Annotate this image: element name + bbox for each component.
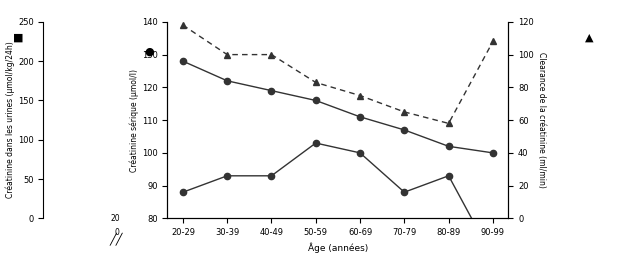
Text: ╱╱: ╱╱ (110, 232, 123, 245)
Text: ■: ■ (14, 32, 24, 43)
Y-axis label: Créatinine sérique (µmol/l): Créatinine sérique (µmol/l) (130, 69, 139, 172)
Text: ▲: ▲ (585, 32, 593, 43)
Y-axis label: Clearance de la créatinine (ml/min): Clearance de la créatinine (ml/min) (537, 52, 546, 188)
Text: ●: ● (144, 46, 154, 56)
Text: 0: 0 (115, 228, 120, 237)
Text: 20: 20 (110, 214, 120, 223)
Y-axis label: Créatinine dans les urines (µmol/kg/24h): Créatinine dans les urines (µmol/kg/24h) (6, 42, 15, 198)
X-axis label: Âge (années): Âge (années) (308, 243, 368, 253)
